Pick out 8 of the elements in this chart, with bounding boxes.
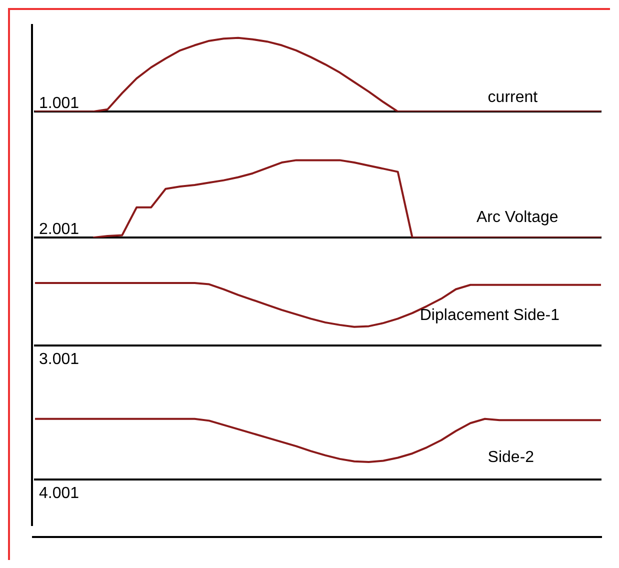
series-label: Diplacement Side-1 (420, 307, 560, 324)
text: 3.001 (39, 351, 80, 368)
text: 4.001 (39, 485, 80, 502)
series-label: current (488, 89, 538, 106)
series-label: Arc Voltage (476, 209, 558, 226)
annotation: 1.001 (39, 95, 80, 112)
series-label: Side-2 (488, 449, 534, 466)
annotation: 2.001 (39, 221, 80, 238)
